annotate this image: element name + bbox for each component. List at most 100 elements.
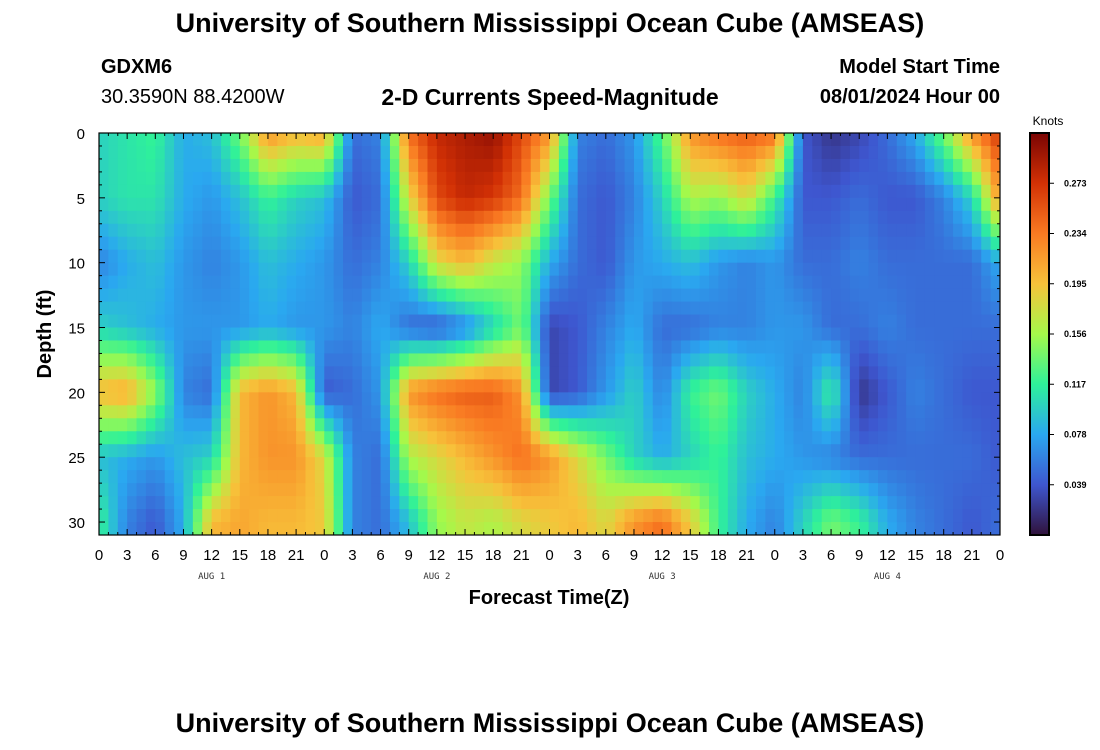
heatmap-cell <box>577 314 588 329</box>
heatmap-cell <box>981 236 992 251</box>
heatmap-cell <box>765 133 776 147</box>
heatmap-cell <box>296 327 307 342</box>
heatmap-cell <box>727 158 738 173</box>
heatmap-cell <box>427 262 438 277</box>
heatmap-cell <box>605 444 616 458</box>
heatmap-cell <box>906 197 917 212</box>
heatmap-cell <box>389 145 400 160</box>
heatmap-cell <box>286 184 297 199</box>
heatmap-cell <box>314 236 325 251</box>
heatmap-cell <box>399 366 410 380</box>
heatmap-cell <box>812 210 823 225</box>
heatmap-cell <box>174 509 185 523</box>
heatmap-cell <box>596 171 607 186</box>
heatmap-cell <box>239 314 250 329</box>
heatmap-cell <box>662 327 673 342</box>
heatmap-cell <box>183 275 194 290</box>
chart-title-main: University of Southern Mississippi Ocean… <box>175 8 925 38</box>
heatmap-cell <box>718 171 729 186</box>
heatmap-cell <box>596 236 607 251</box>
heatmap-cell <box>549 366 560 380</box>
heatmap-cell <box>709 223 720 238</box>
heatmap-cell <box>896 405 907 419</box>
heatmap-cell <box>361 133 372 147</box>
heatmap-cell <box>699 236 710 251</box>
heatmap-cell <box>633 158 644 173</box>
heatmap-cell <box>267 483 278 497</box>
heatmap-cell <box>587 171 598 186</box>
heatmap-cell <box>249 184 260 199</box>
heatmap-cell <box>615 158 626 173</box>
heatmap-cell <box>793 197 804 212</box>
heatmap-cell <box>643 470 654 484</box>
heatmap-cell <box>324 496 335 510</box>
heatmap-cell <box>981 353 992 368</box>
heatmap-cell <box>737 340 748 355</box>
heatmap-cell <box>568 483 579 497</box>
heatmap-cell <box>117 457 128 471</box>
heatmap-cell <box>389 262 400 277</box>
heatmap-cell <box>296 379 307 393</box>
heatmap-cell <box>774 457 785 471</box>
heatmap-cell <box>568 379 579 393</box>
heatmap-cell <box>117 379 128 393</box>
heatmap-cell <box>690 496 701 510</box>
heatmap-cell <box>117 288 128 303</box>
heatmap-cell <box>511 431 522 445</box>
heatmap-cell <box>962 470 973 484</box>
heatmap-cell <box>511 470 522 484</box>
heatmap-cell <box>249 418 260 432</box>
x-tick-label: 21 <box>513 547 530 564</box>
heatmap-cell <box>671 379 682 393</box>
heatmap-cell <box>943 197 954 212</box>
heatmap-cell <box>990 223 1000 238</box>
heatmap-cell <box>164 262 175 277</box>
heatmap-cell <box>718 236 729 251</box>
heatmap-cell <box>793 301 804 316</box>
heatmap-cell <box>343 236 354 251</box>
heatmap-cell <box>521 236 532 251</box>
heatmap-cell <box>868 457 879 471</box>
heatmap-cell <box>249 353 260 368</box>
heatmap-cell <box>296 483 307 497</box>
heatmap-cell <box>727 223 738 238</box>
heatmap-cell <box>859 457 870 471</box>
heatmap-cell <box>296 197 307 212</box>
heatmap-cell <box>849 262 860 277</box>
heatmap-cell <box>474 223 485 238</box>
heatmap-cell <box>662 184 673 199</box>
heatmap-cell <box>549 431 560 445</box>
heatmap-cell <box>502 236 513 251</box>
heatmap-cell <box>361 210 372 225</box>
heatmap-cell <box>258 353 269 368</box>
heatmap-cell <box>633 353 644 368</box>
heatmap-cell <box>784 379 795 393</box>
heatmap-cell <box>718 327 729 342</box>
heatmap-cell <box>286 457 297 471</box>
heatmap-cell <box>587 275 598 290</box>
heatmap-cell <box>849 314 860 329</box>
heatmap-cell <box>427 379 438 393</box>
heatmap-cell <box>549 457 560 471</box>
heatmap-cell <box>127 444 138 458</box>
heatmap-cell <box>643 340 654 355</box>
heatmap-cell <box>849 405 860 419</box>
heatmap-cell <box>765 288 776 303</box>
heatmap-cell <box>784 301 795 316</box>
heatmap-cell <box>446 483 457 497</box>
heatmap-cell <box>868 275 879 290</box>
heatmap-cell <box>361 288 372 303</box>
heatmap-cell <box>221 483 231 497</box>
heatmap-cell <box>333 457 344 471</box>
heatmap-cell <box>296 262 307 277</box>
heatmap-cell <box>230 340 241 355</box>
heatmap-cell <box>183 509 194 523</box>
heatmap-cell <box>831 171 842 186</box>
heatmap-cell <box>896 171 907 186</box>
heatmap-cell <box>877 353 888 368</box>
heatmap-cell <box>587 327 598 342</box>
heatmap-cell <box>408 301 419 316</box>
heatmap-cell <box>530 444 541 458</box>
y-tick-label: 0 <box>77 126 85 143</box>
